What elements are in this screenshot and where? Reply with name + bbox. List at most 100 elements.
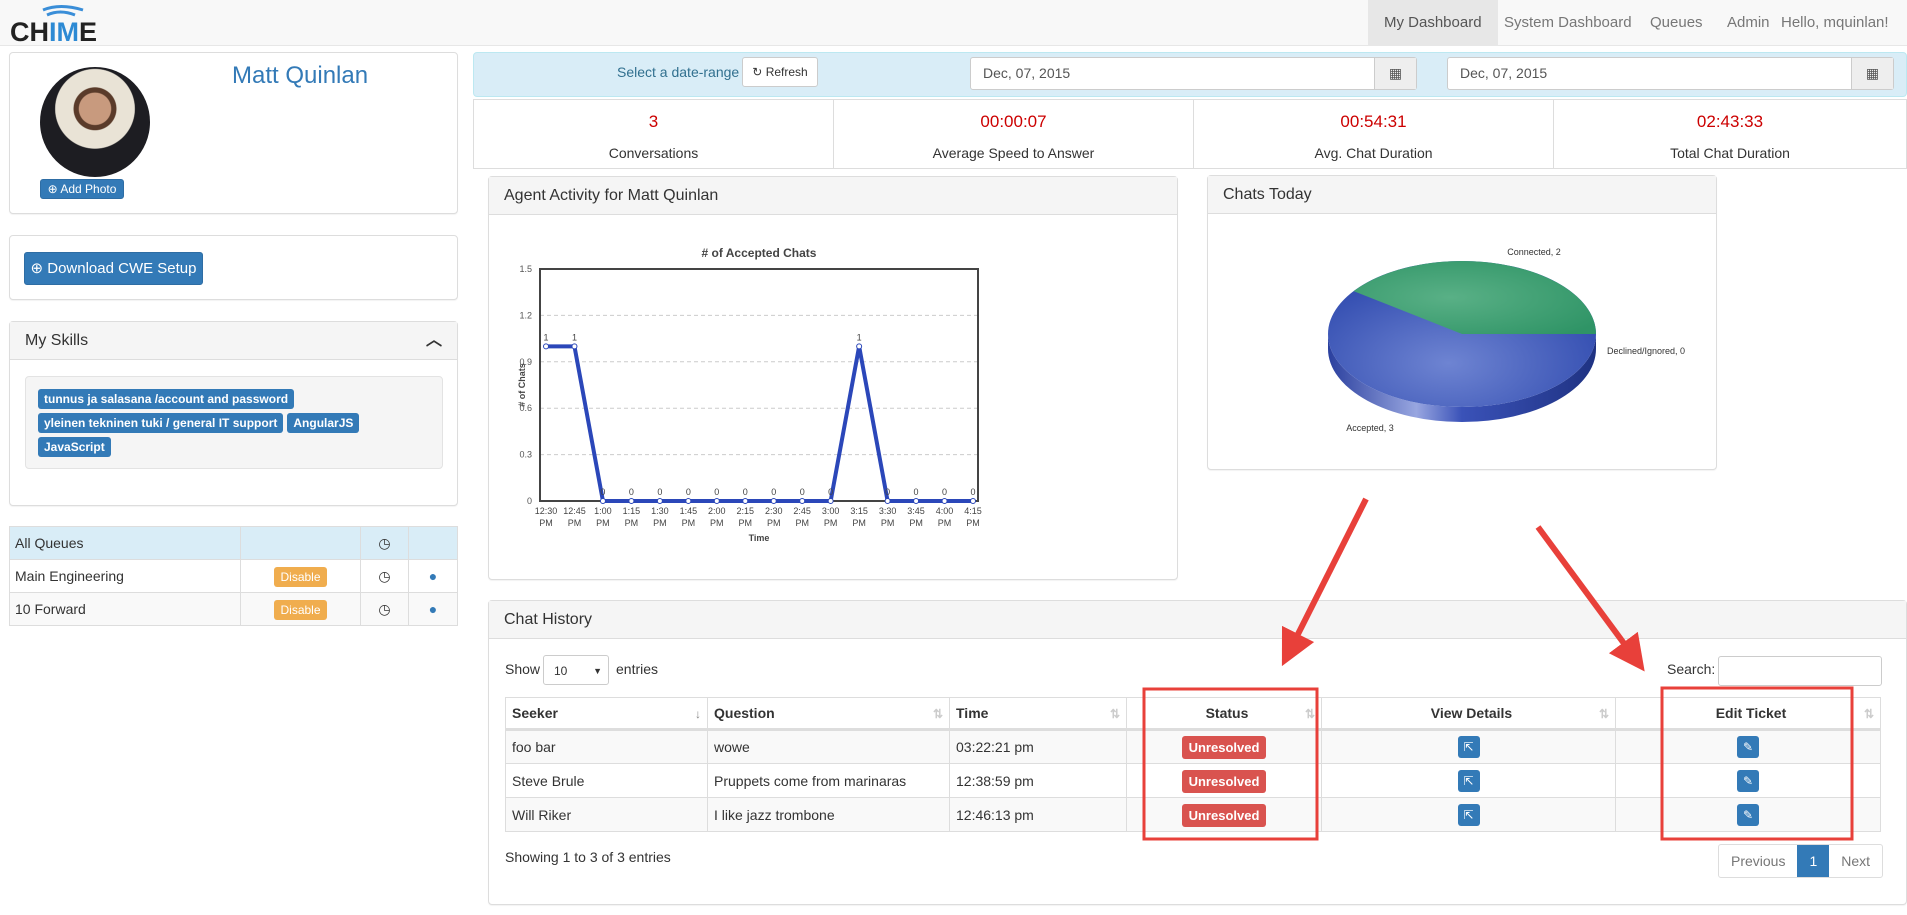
add-photo-button[interactable]: ⊕ Add Photo: [40, 179, 124, 199]
col-view-details[interactable]: View Details ⇅: [1321, 697, 1616, 731]
col-seeker[interactable]: Seeker ↓: [505, 697, 708, 731]
dashboard-gauge-icon[interactable]: ◷: [360, 559, 409, 593]
entries-label: entries: [616, 661, 659, 677]
edit-pencil-icon[interactable]: ✎: [1737, 769, 1759, 792]
search-input[interactable]: [1718, 656, 1882, 686]
upload-icon: ⊕: [47, 182, 58, 196]
stat-value: 00:00:07: [980, 112, 1047, 131]
skills-header[interactable]: My Skills ︿: [10, 322, 457, 360]
y-tick-label: 1.5: [519, 264, 532, 274]
x-axis-label: Time: [749, 533, 770, 543]
time-cell: 03:22:21 pm: [949, 729, 1127, 764]
table-header: Seeker ↓ Question ⇅ Time ⇅ Status ⇅ View Det…: [505, 697, 1881, 731]
data-point: [599, 498, 606, 504]
y-tick-label: 0.3: [519, 450, 532, 460]
question-cell: wowe: [707, 729, 950, 764]
data-point: [941, 498, 948, 504]
col-time[interactable]: Time ⇅: [949, 697, 1127, 731]
view-details-share-icon[interactable]: ⇱: [1457, 803, 1480, 826]
edit-pencil-icon[interactable]: ✎: [1737, 803, 1759, 826]
sort-icon: ⇅: [1304, 707, 1315, 721]
view-details-share-icon[interactable]: ⇱: [1457, 769, 1480, 792]
status-badge: Unresolved: [1181, 736, 1267, 759]
col-question[interactable]: Question ⇅: [707, 697, 950, 731]
refresh-button[interactable]: ↻ Refresh: [742, 57, 818, 87]
x-tick-label: 1:45: [680, 506, 698, 516]
data-label: 1: [572, 332, 577, 342]
nav-admin[interactable]: Admin: [1727, 14, 1770, 31]
stat-value: 00:54:31: [1340, 112, 1407, 131]
dashboard-gauge-icon[interactable]: ◷: [360, 526, 409, 560]
edit-pencil-icon[interactable]: ✎: [1737, 736, 1759, 758]
sort-icon: ⇅: [1863, 707, 1874, 721]
chats-today-title: Chats Today: [1208, 176, 1716, 214]
x-tick-label: 1:00: [594, 506, 612, 516]
sort-icon: ⇅: [1598, 707, 1609, 721]
end-date-input[interactable]: Dec, 07, 2015 ▦: [1447, 57, 1894, 90]
seeker-cell: Will Riker: [505, 797, 708, 832]
plot-frame: [539, 268, 979, 502]
disable-queue-button[interactable]: Disable: [274, 567, 327, 587]
page-size-select[interactable]: 10 ▼: [543, 655, 609, 685]
search-label: Search:: [1667, 661, 1716, 677]
nav-queues[interactable]: Queues: [1650, 14, 1703, 31]
calendar-icon[interactable]: ▦: [1851, 58, 1893, 89]
data-point: [884, 498, 891, 504]
disable-queue-button[interactable]: Disable: [274, 600, 327, 620]
col-status[interactable]: Status ⇅: [1126, 697, 1322, 731]
x-tick-label: 2:15: [737, 506, 755, 516]
stat-label: Average Speed to Answer: [932, 145, 1095, 161]
nav-my-dashboard[interactable]: My Dashboard: [1368, 0, 1498, 45]
seeker-cell: Steve Brule: [505, 763, 708, 798]
dashboard-gauge-icon[interactable]: ◷: [360, 592, 409, 626]
start-date-input[interactable]: Dec, 07, 2015 ▦: [970, 57, 1417, 90]
sort-icon: ⇅: [932, 707, 943, 721]
data-point: [827, 498, 834, 504]
table-info: Showing 1 to 3 of 3 entries: [505, 849, 671, 865]
date-range-label: Select a date-range: [617, 64, 740, 80]
skill-badge: tunnus ja salasana /account and password: [38, 389, 295, 409]
seeker-cell: foo bar: [505, 729, 708, 764]
chevron-up-icon[interactable]: ︿: [425, 332, 442, 349]
data-label: 0: [686, 487, 691, 497]
x-tick-label: 3:30: [879, 506, 897, 516]
next-page-button[interactable]: Next: [1841, 853, 1871, 869]
calendar-icon[interactable]: ▦: [1374, 58, 1416, 89]
x-tick-label: PM: [568, 518, 582, 528]
view-details-share-icon[interactable]: ⇱: [1457, 736, 1480, 758]
x-tick-label: 1:30: [651, 506, 669, 516]
stat-value: 3: [648, 112, 659, 131]
data-point: [543, 343, 549, 350]
stat-avg-duration: 00:54:31 Avg. Chat Duration: [1193, 99, 1554, 169]
download-panel: ⊕ Download CWE Setup: [9, 235, 458, 300]
navbar: CHIME My Dashboard System Dashboard Queu…: [0, 0, 1907, 47]
chart-title: # of Accepted Chats: [702, 246, 817, 260]
chime-logo[interactable]: CHIME: [10, 3, 100, 47]
data-label: 0: [743, 487, 748, 497]
comment-icon[interactable]: ●: [408, 559, 458, 593]
data-label: 0: [600, 487, 605, 497]
queue-name: All Queues: [9, 526, 241, 560]
nav-user-greeting[interactable]: Hello, mquinlan!: [1781, 14, 1889, 31]
x-tick-label: PM: [625, 518, 639, 528]
profile-name: Matt Quinlan: [232, 62, 369, 89]
stat-value: 02:43:33: [1696, 112, 1764, 131]
nav-system-dashboard[interactable]: System Dashboard: [1504, 14, 1632, 31]
comment-icon[interactable]: ●: [408, 592, 458, 626]
logo-waves-icon: CHIME: [10, 5, 97, 47]
avatar: [40, 67, 150, 177]
x-tick-label: 12:30: [535, 506, 558, 516]
col-edit-ticket[interactable]: Edit Ticket ⇅: [1615, 697, 1881, 731]
previous-page-button[interactable]: Previous: [1731, 853, 1786, 869]
page-1-button[interactable]: 1: [1797, 845, 1830, 877]
data-label: 0: [885, 487, 890, 497]
data-label: 0: [657, 487, 662, 497]
data-label: 0: [970, 487, 975, 497]
download-cwe-button[interactable]: ⊕ Download CWE Setup: [24, 252, 203, 285]
refresh-label: Refresh: [765, 65, 808, 79]
data-point: [799, 498, 806, 504]
data-point: [713, 498, 720, 504]
x-tick-label: 3:00: [822, 506, 840, 516]
table-row: Will Riker I like jazz trombone 12:46:13…: [505, 797, 1881, 832]
x-tick-label: PM: [938, 518, 952, 528]
